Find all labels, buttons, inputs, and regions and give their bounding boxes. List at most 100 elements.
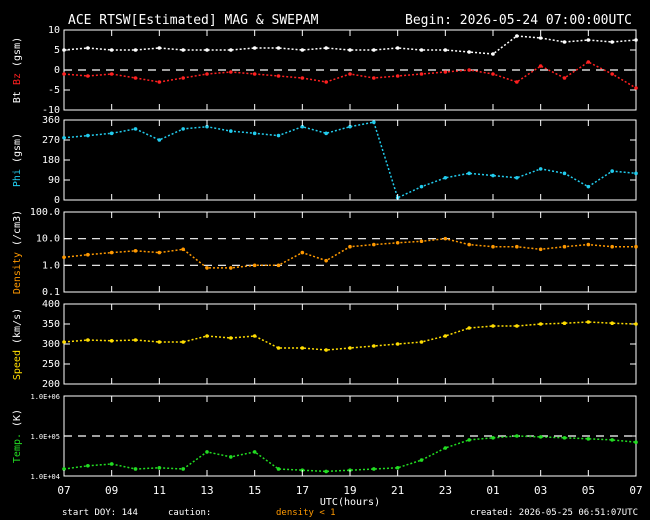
data-point [86, 133, 90, 138]
data-point [133, 338, 138, 342]
data-point [157, 250, 162, 255]
data-point [562, 436, 567, 440]
data-point [252, 263, 257, 268]
y-tick-label: 10 [48, 25, 60, 36]
plot-title: ACE RTSW[Estimated] MAG & SWEPAM [68, 13, 319, 28]
data-point [538, 64, 543, 68]
data-point [395, 342, 400, 346]
data-point [324, 131, 328, 136]
x-tick-label: 03 [534, 484, 547, 497]
data-point [62, 340, 66, 344]
data-point [443, 334, 448, 338]
y-tick-label: 0 [54, 65, 60, 76]
x-tick-label: 19 [343, 484, 356, 497]
data-point [133, 127, 138, 131]
panel-mag_b: 10 5 0 -5 -10 Bt Bz (gsm) [12, 25, 638, 116]
x-tick-label: 13 [200, 484, 213, 497]
data-point [419, 340, 424, 344]
data-point [276, 346, 281, 350]
data-point [395, 240, 400, 245]
data-point [109, 462, 114, 466]
data-point [276, 133, 281, 138]
series-speed [62, 320, 638, 352]
caution-label: caution: [168, 508, 211, 518]
data-point [562, 171, 567, 176]
data-point [300, 48, 305, 52]
data-point [348, 72, 352, 76]
y-tick-label: 1.0E+04 [30, 473, 60, 481]
data-point [395, 46, 400, 50]
data-point [586, 60, 591, 64]
data-point [586, 184, 591, 189]
data-point [634, 244, 638, 249]
x-tick-label: 07 [57, 484, 70, 497]
data-point [538, 167, 543, 171]
data-point [300, 250, 305, 255]
data-point [610, 72, 614, 76]
data-point [181, 127, 185, 131]
data-point [252, 131, 257, 136]
y-tick-label: 100.0 [30, 207, 60, 218]
y-axis-label: Bt Bz (gsm) [12, 37, 23, 103]
data-point [467, 438, 471, 442]
data-point [252, 72, 257, 76]
data-point [372, 467, 376, 471]
data-point [229, 129, 233, 133]
data-point [443, 236, 448, 241]
y-tick-label: 300 [42, 339, 60, 350]
data-point [133, 48, 138, 52]
data-point [610, 321, 614, 326]
data-point [515, 80, 519, 84]
data-point [86, 252, 90, 257]
data-point [443, 446, 448, 450]
data-point [491, 52, 495, 56]
y-tick-label: 0 [54, 195, 60, 206]
data-point [229, 266, 233, 270]
data-point [109, 48, 114, 52]
data-point [157, 80, 162, 84]
data-point [205, 266, 209, 270]
data-point [515, 244, 519, 249]
y-tick-label: 10.0 [36, 234, 60, 245]
data-point [634, 440, 638, 444]
data-point [372, 76, 376, 80]
y-axis-label: Speed (km/s) [12, 308, 23, 380]
x-tick-label: 23 [439, 484, 452, 497]
x-tick-label: 07 [629, 484, 642, 497]
data-point [467, 242, 471, 247]
x-tick-label: 09 [105, 484, 118, 497]
data-point [252, 334, 257, 338]
data-point [610, 40, 614, 44]
data-point [610, 244, 614, 249]
data-point [109, 250, 114, 255]
data-point [348, 244, 352, 249]
data-point [109, 72, 114, 76]
y-tick-label: 270 [42, 135, 60, 146]
data-point [324, 46, 328, 50]
data-point [419, 72, 424, 76]
x-tick-label: 15 [248, 484, 261, 497]
data-point [229, 48, 233, 52]
data-point [610, 169, 614, 173]
data-point [324, 258, 328, 263]
data-point [419, 239, 424, 244]
data-point [300, 346, 305, 350]
y-tick-label: 400 [42, 299, 60, 310]
data-point [562, 76, 567, 80]
data-point [515, 34, 519, 38]
data-point [538, 36, 543, 40]
series-bz [62, 60, 638, 90]
data-point [205, 72, 209, 76]
data-point [324, 348, 328, 352]
y-tick-label: 350 [42, 319, 60, 330]
data-point [467, 68, 471, 72]
data-point [86, 74, 90, 78]
data-point [586, 320, 591, 324]
data-point [634, 38, 638, 42]
data-point [157, 46, 162, 50]
y-tick-label: -5 [48, 85, 60, 96]
data-point [205, 124, 209, 129]
series-phi [62, 120, 638, 200]
data-point [62, 48, 66, 52]
data-point [229, 336, 233, 340]
